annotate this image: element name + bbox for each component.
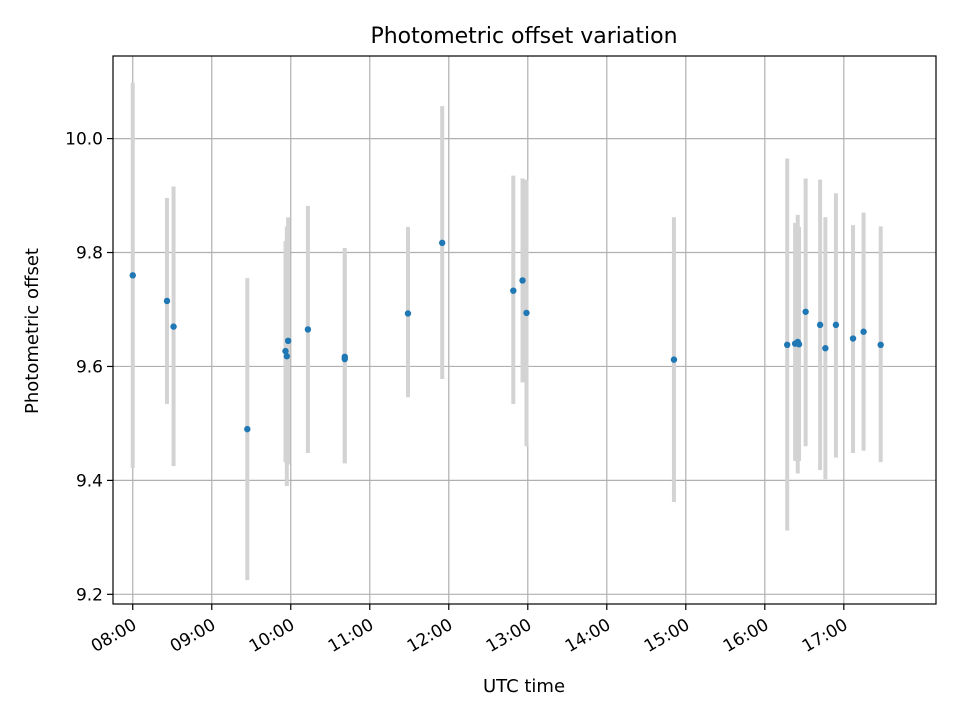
data-point: [784, 341, 791, 349]
y-tick-label: 9.8: [76, 244, 103, 264]
data-point: [795, 341, 803, 348]
x-tick-label: 12:00: [404, 615, 456, 657]
data-point: [284, 337, 292, 345]
data-point: [341, 355, 348, 363]
x-tick-label: 15:00: [641, 615, 693, 657]
x-tick-label: 14:00: [562, 615, 614, 657]
data-point: [822, 345, 829, 352]
data-point: [670, 356, 678, 363]
y-tick-label: 9.4: [76, 471, 103, 491]
data-point: [282, 347, 289, 355]
data-point: [170, 323, 177, 330]
data-point: [816, 321, 824, 329]
data-point: [304, 326, 312, 333]
data-point: [439, 239, 446, 247]
data-point: [802, 308, 809, 315]
data-point: [519, 277, 526, 284]
data-point: [832, 321, 840, 329]
data-point: [244, 425, 251, 433]
x-tick-label: 17:00: [799, 615, 851, 657]
x-tick-label: 08:00: [88, 615, 140, 657]
data-point: [877, 341, 884, 349]
data-point: [129, 272, 136, 279]
x-tick-label: 13:00: [483, 615, 535, 657]
x-tick-label: 11:00: [325, 615, 377, 657]
chart-title: Photometric offset variation: [370, 24, 677, 49]
data-points: [129, 239, 884, 433]
data-point: [283, 353, 291, 360]
data-point: [523, 309, 530, 317]
data-point: [860, 328, 867, 335]
y-tick-label: 10.0: [65, 130, 103, 150]
x-tick-label: 16:00: [720, 615, 772, 657]
y-tick-label: 9.2: [76, 585, 103, 605]
y-tick-label: 9.6: [76, 357, 103, 377]
plot-frame: [112, 55, 937, 605]
x-tick-label: 09:00: [167, 615, 219, 657]
data-point: [510, 287, 517, 294]
axis-ticks: 08:00 09:00 10:00 11:00 12:00 13:00 14:00 15:00…: [65, 130, 851, 657]
data-point: [163, 297, 171, 305]
x-tick-label: 10:00: [246, 615, 298, 657]
y-axis-label: Photometric offset: [22, 248, 43, 414]
data-point: [849, 335, 857, 342]
error-bars: [130, 82, 883, 581]
x-axis-label: UTC time: [483, 676, 565, 697]
data-point: [404, 310, 412, 317]
